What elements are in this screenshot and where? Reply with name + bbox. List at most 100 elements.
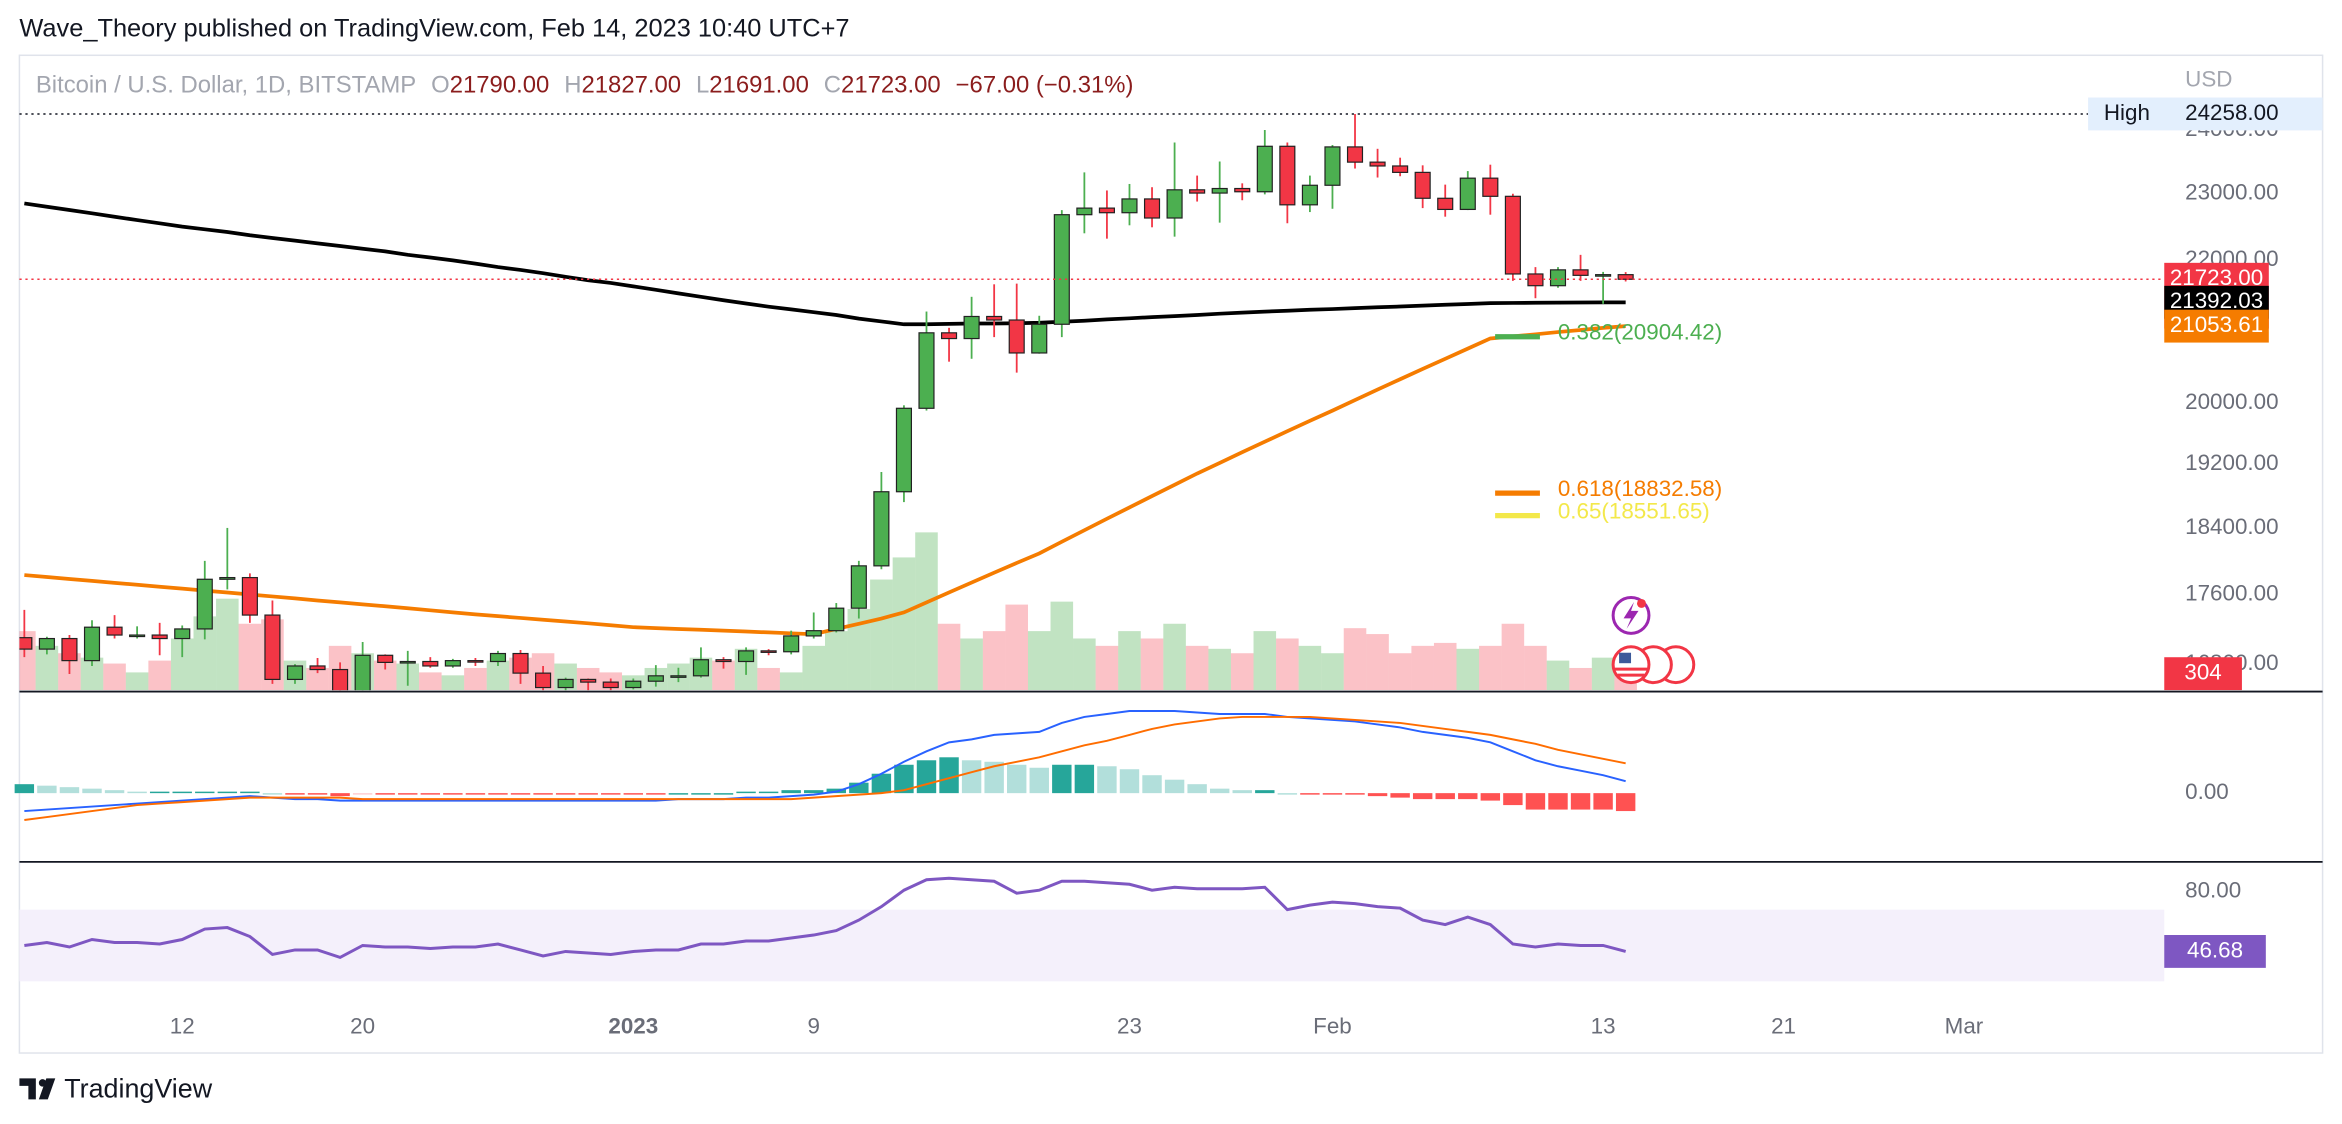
candle-body [940, 332, 958, 340]
symbol-line: Bitcoin / U.S. Dollar, 1D, BITSTAMP O2179… [36, 72, 1134, 99]
candle-body [895, 407, 913, 493]
volume-bar [1411, 645, 1434, 691]
volume-bar [148, 660, 171, 691]
candle-body [1549, 269, 1567, 287]
candle-body [1256, 145, 1273, 193]
candle-body [1143, 198, 1161, 219]
x-tick-label: 21 [1771, 1014, 1796, 1039]
macd-histogram [1097, 766, 1117, 794]
candle-body [1031, 323, 1048, 354]
ohlc-label: H [564, 72, 581, 99]
candle-body [61, 637, 78, 662]
ohlc-value: 21691.00 [709, 72, 809, 99]
candle-body [1301, 184, 1318, 206]
macd-histogram [804, 790, 824, 794]
logo: TradingView [19, 1073, 213, 1103]
candle-body [489, 652, 507, 663]
candle-body [332, 668, 349, 691]
candle-body [805, 630, 822, 637]
volume-bar [1140, 638, 1164, 691]
candle-body [241, 576, 258, 616]
volume-bar [170, 638, 194, 691]
candle-body [1053, 214, 1070, 325]
macd-histogram [127, 791, 147, 794]
ohlc-value: 21827.00 [581, 72, 681, 99]
macd-histogram [668, 793, 689, 795]
macd-histogram [849, 782, 869, 794]
macd-histogram [1390, 793, 1410, 798]
brand: TradingView [64, 1073, 212, 1103]
x-tick-label: 9 [807, 1014, 819, 1039]
macd-histogram [420, 793, 441, 795]
ohlc-value: 21790.00 [450, 72, 550, 99]
volume-bar [103, 663, 126, 691]
macd-histogram [285, 793, 305, 795]
volume-bar [915, 532, 938, 691]
candle-body [19, 637, 33, 650]
x-tick-label: 13 [1591, 1014, 1616, 1039]
candle-body [715, 659, 732, 663]
macd-histogram [623, 793, 644, 795]
macd-histogram [149, 791, 170, 794]
currency: USD [2185, 67, 2232, 92]
y-tick-label: 19200.00 [2185, 450, 2278, 475]
macd-histogram [646, 793, 666, 795]
macd-histogram [172, 791, 192, 794]
icon [1637, 598, 1646, 608]
volume-bar [1050, 601, 1074, 691]
macd-histogram [1142, 775, 1162, 794]
x-tick-label: Mar [1945, 1014, 1984, 1039]
volume-bar [1208, 648, 1231, 691]
macd-histogram [217, 791, 238, 794]
candle-body [1076, 207, 1093, 216]
volume-bar [373, 660, 397, 691]
candle-body [354, 654, 371, 691]
candle-body [1595, 274, 1612, 277]
signal-line [24, 715, 1626, 821]
macd-histogram [1052, 764, 1072, 794]
candle-body [1459, 177, 1476, 211]
macd-histogram [1615, 793, 1636, 812]
candle-body [760, 650, 777, 653]
rsi-tag-label: 46.68 [2187, 937, 2243, 962]
macd-histogram [1029, 767, 1049, 794]
candle-body [196, 578, 213, 630]
candle-body [1617, 274, 1634, 280]
macd-histogram [1593, 793, 1613, 810]
macd-histogram [1164, 779, 1185, 794]
candle-body [1234, 187, 1251, 193]
volume-bar [1388, 653, 1412, 691]
rsi-tag [2164, 935, 2266, 968]
candle-body [83, 626, 101, 662]
volume-bar [1095, 645, 1119, 691]
candle-body [399, 660, 416, 664]
volume-bar [216, 598, 239, 691]
candle-body [174, 628, 191, 640]
macd-histogram [1480, 793, 1501, 801]
candle-body [1392, 165, 1409, 173]
logo-mark [19, 1078, 56, 1100]
volume-bar [982, 631, 1006, 691]
volume-bar [419, 672, 442, 691]
volume-bar [1118, 631, 1141, 691]
volume-bar [1321, 653, 1344, 691]
macd-histogram [871, 773, 892, 794]
candle-body [918, 332, 935, 409]
moving-average [24, 201, 1626, 327]
candle-body [38, 637, 55, 650]
candle-body [873, 491, 890, 567]
candle-body [309, 665, 326, 671]
macd-histogram [691, 793, 711, 795]
rsi-line [24, 876, 1627, 960]
fib-label: 0.618(18832.58) [1558, 476, 1722, 501]
volume-bar [1569, 667, 1592, 691]
volume-tag [2164, 657, 2242, 691]
volume-bar [892, 557, 916, 691]
x-tick-label: 2023 [608, 1014, 658, 1039]
candle-body [986, 315, 1003, 321]
candle-body [1008, 319, 1025, 354]
y-tick-label: 18400.00 [2185, 514, 2278, 539]
volume-bar [306, 667, 329, 691]
volume-bar [125, 672, 149, 691]
